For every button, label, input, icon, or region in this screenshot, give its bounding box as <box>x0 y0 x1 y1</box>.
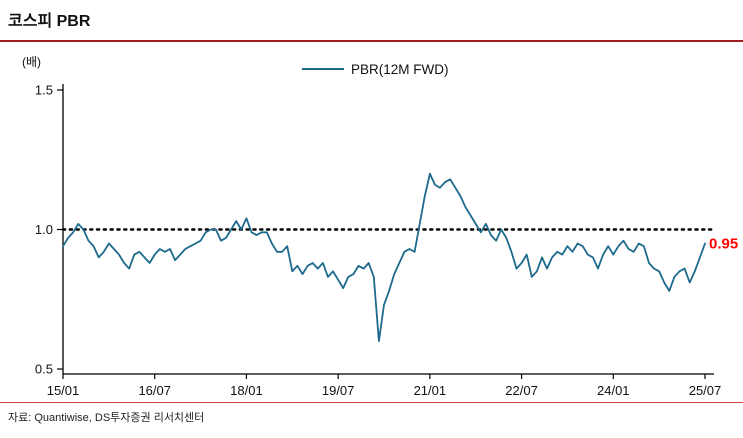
source-text: 자료: Quantiwise, DS투자증권 리서치센터 <box>8 412 205 424</box>
page-title: 코스피 PBR <box>8 13 91 30</box>
plot-area: 1.5 1.0 0.5 15/01 16/07 18/01 19/07 21/01 22/07 2… <box>35 83 738 399</box>
x-tick-label: 25/07 <box>689 383 722 398</box>
x-tick-label: 24/01 <box>597 383 630 398</box>
last-value-label: 0.95 <box>709 235 738 252</box>
x-tick-label: 16/07 <box>138 383 171 398</box>
y-tick-label: 1.0 <box>35 222 53 237</box>
y-tick-label: 0.5 <box>35 362 53 377</box>
x-tick-label: 18/01 <box>230 383 263 398</box>
source-note: 자료: Quantiwise, DS투자증권 리서치센터 <box>0 402 743 426</box>
x-tick-label: 15/01 <box>47 383 80 398</box>
y-tick-label: 1.5 <box>35 83 53 98</box>
y-axis-unit-label: (배) <box>22 55 41 69</box>
chart-header: 코스피 PBR <box>0 0 743 42</box>
pbr-chart: (배) PBR(12M FWD) 1.5 1.0 0.5 15/01 16/07 18/0… <box>0 36 743 402</box>
x-tick-label: 19/07 <box>322 383 355 398</box>
series-line <box>62 172 706 343</box>
x-tick-label: 22/07 <box>505 383 538 398</box>
legend-label: PBR(12M FWD) <box>351 62 449 77</box>
x-tick-label: 21/01 <box>414 383 447 398</box>
pbr-chart-svg: (배) PBR(12M FWD) 1.5 1.0 0.5 15/01 16/07 18/0… <box>22 55 738 399</box>
